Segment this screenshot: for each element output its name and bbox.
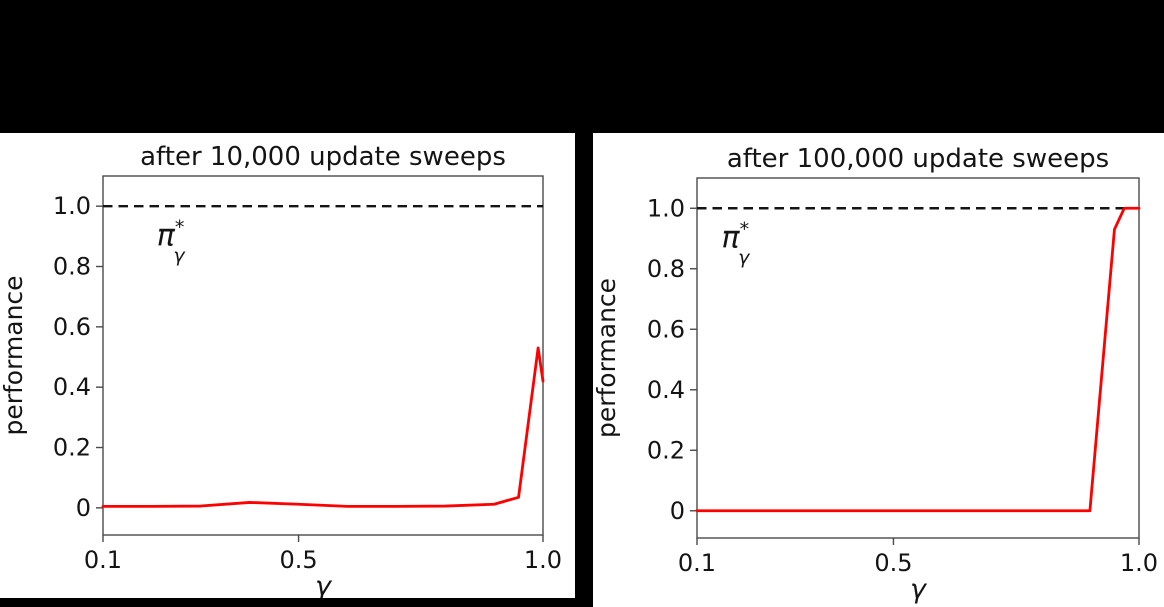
y-tick-label: 0.8 bbox=[647, 255, 685, 283]
pi-star-annotation: π* γ bbox=[722, 219, 752, 269]
x-tick-label: 0.5 bbox=[279, 546, 317, 574]
y-tick-label: 0 bbox=[670, 497, 685, 525]
chart-title: after 100,000 update sweeps bbox=[727, 144, 1109, 174]
x-tick-label: 0.5 bbox=[874, 549, 912, 577]
performance-line bbox=[101, 346, 545, 508]
y-tick-label: 0.8 bbox=[53, 253, 91, 281]
axes-box bbox=[102, 175, 544, 536]
y-tick-label: 0.4 bbox=[53, 373, 91, 401]
x-tick-label: 1.0 bbox=[1120, 549, 1158, 577]
y-tick-label: 0 bbox=[76, 494, 91, 522]
x-tick-label: 0.1 bbox=[84, 546, 122, 574]
y-tick-label: 0.2 bbox=[647, 436, 685, 464]
x-tick-label: 0.1 bbox=[678, 549, 716, 577]
y-axis-label: performance bbox=[593, 278, 621, 438]
x-axis-label: γ bbox=[910, 574, 928, 605]
y-tick-label: 0.6 bbox=[647, 315, 685, 343]
performance-line bbox=[695, 206, 1141, 513]
pi-star-annotation: π* γ bbox=[157, 216, 187, 266]
axes-box bbox=[696, 177, 1140, 539]
right-chart-svg: 0 0.2 0.4 0.6 0.8 1.0 0.1 0.5 1.0 after 100,000 u… bbox=[593, 144, 1158, 605]
y-tick-label: 0.6 bbox=[53, 313, 91, 341]
left-chart-svg: 0 0.2 0.4 0.6 0.8 1.0 0.1 0.5 1.0 after 10,000 up… bbox=[0, 142, 562, 598]
y-tick-label: 1.0 bbox=[647, 194, 685, 222]
y-tick-label: 0.4 bbox=[647, 376, 685, 404]
chart-title: after 10,000 update sweeps bbox=[140, 142, 506, 172]
x-tick-label: 1.0 bbox=[524, 546, 562, 574]
left-chart-panel: 0 0.2 0.4 0.6 0.8 1.0 0.1 0.5 1.0 after 10,000 up… bbox=[0, 133, 575, 598]
y-tick-label: 1.0 bbox=[53, 192, 91, 220]
right-chart-panel: 0 0.2 0.4 0.6 0.8 1.0 0.1 0.5 1.0 after 100,000 u… bbox=[593, 133, 1164, 607]
y-tick-label: 0.2 bbox=[53, 434, 91, 462]
y-axis-label: performance bbox=[0, 275, 28, 435]
x-axis-label: γ bbox=[315, 571, 333, 598]
